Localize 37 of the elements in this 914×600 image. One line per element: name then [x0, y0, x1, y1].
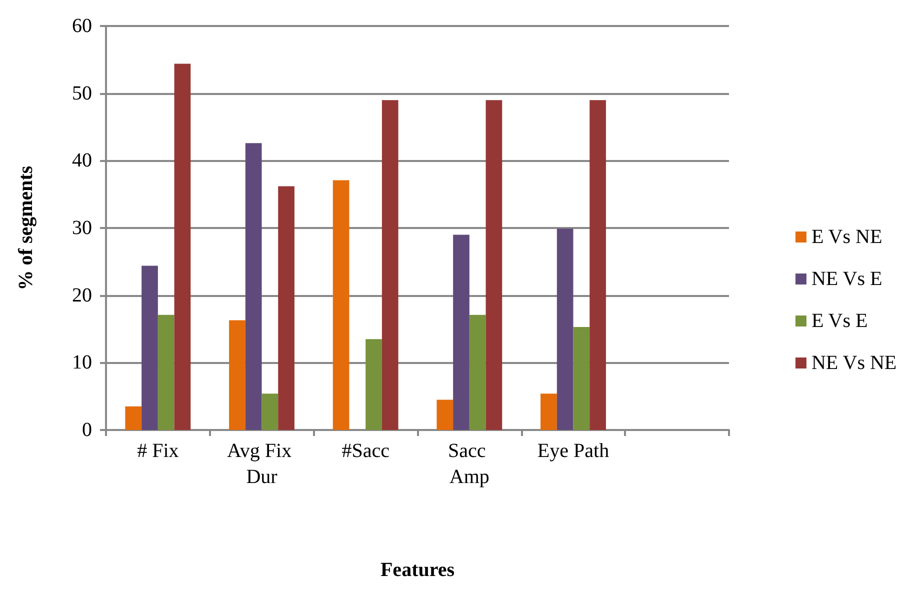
x-axis-title: Features [380, 559, 455, 581]
bar [436, 400, 454, 430]
bar [453, 234, 470, 430]
bar [278, 186, 294, 430]
legend-label: E Vs E [811, 310, 868, 332]
bar [486, 100, 502, 430]
bar [125, 406, 142, 430]
bar [469, 314, 486, 430]
bar [245, 143, 262, 430]
bar [382, 100, 398, 430]
y-tick-label: 0 [82, 419, 92, 441]
x-tick-label: Avg Fix Dur [226, 440, 297, 488]
y-tick-label: 50 [72, 82, 92, 104]
y-tick-label: 20 [72, 284, 92, 306]
y-axis-title: % of segments [15, 166, 37, 290]
bar [158, 314, 174, 430]
legend-label: NE Vs NE [811, 352, 897, 374]
bar [229, 320, 246, 430]
bar [366, 339, 382, 430]
x-tick-label: Sacc Amp [448, 440, 491, 488]
bar [590, 100, 606, 430]
y-tick-label: 30 [72, 217, 92, 239]
bar [262, 394, 278, 430]
bar [174, 64, 191, 430]
y-tick-label: 40 [72, 150, 92, 172]
y-tick-label: 10 [72, 352, 92, 374]
bar [332, 180, 350, 430]
bar [540, 394, 557, 430]
legend-label: E Vs NE [811, 226, 882, 248]
y-tick-label: 60 [72, 15, 92, 37]
x-tick-label: Eye Path [537, 440, 610, 462]
x-tick-label: #Sacc [342, 440, 390, 462]
x-tick-label: # Fix [137, 440, 179, 462]
bar [142, 266, 158, 430]
bar [556, 228, 574, 430]
bar [573, 326, 590, 430]
legend-label: NE Vs E [811, 268, 882, 290]
